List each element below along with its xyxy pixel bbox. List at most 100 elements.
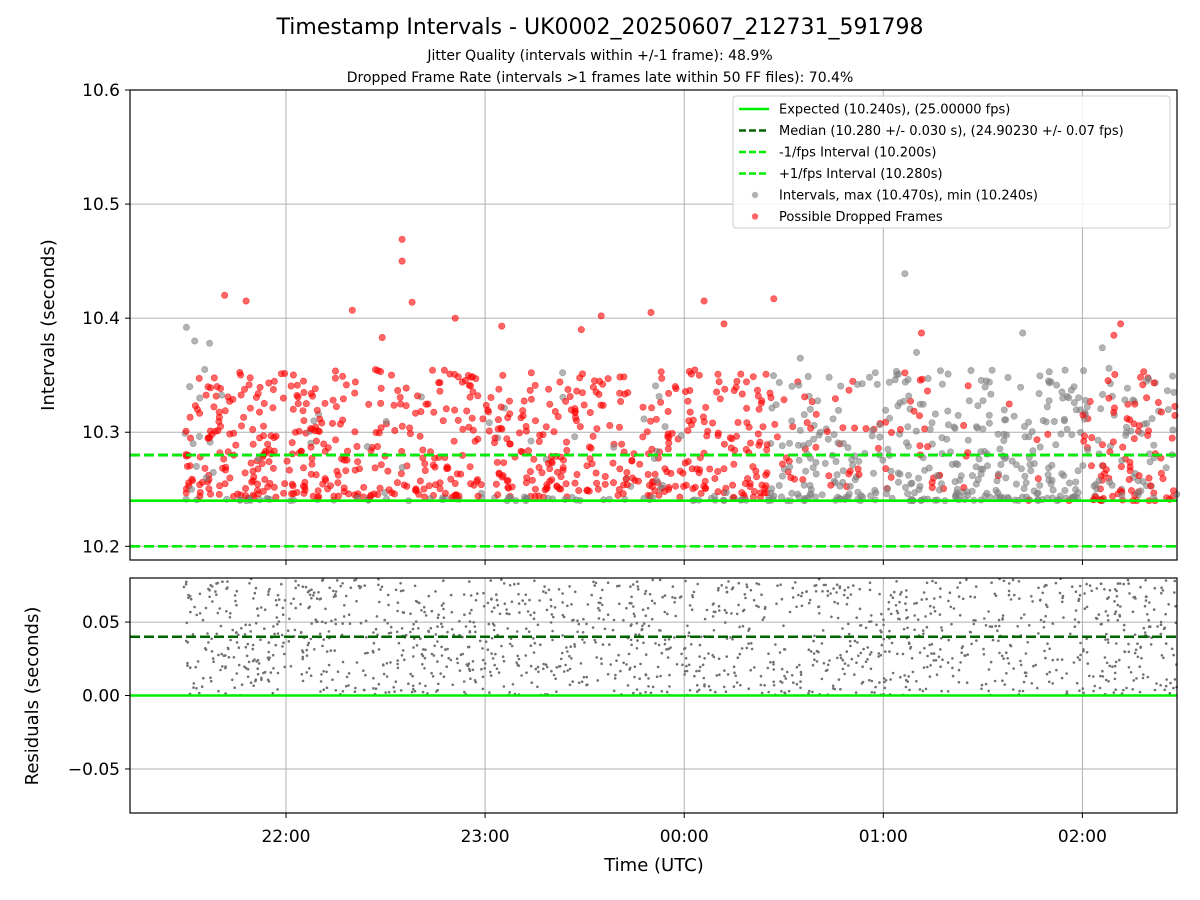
residual-point [215, 582, 218, 585]
interval-point [653, 477, 661, 485]
residual-point [468, 669, 472, 672]
residual-point [571, 619, 574, 622]
dropped-frame-point [520, 397, 528, 405]
dropped-frame-point [734, 418, 742, 426]
residual-point [1107, 680, 1110, 683]
residual-point [321, 578, 325, 581]
residual-point [336, 670, 340, 673]
interval-point [818, 491, 826, 499]
residual-point [534, 667, 538, 671]
interval-point [527, 437, 535, 445]
residual-point [820, 677, 824, 681]
residual-point [1132, 596, 1135, 599]
dropped-frame-point [311, 385, 319, 393]
dropped-frame-point [428, 366, 436, 374]
residual-point [435, 690, 438, 693]
dropped-frame-point [247, 459, 255, 467]
residual-point [198, 612, 202, 615]
residual-point [474, 630, 477, 634]
interval-point [777, 493, 785, 501]
dropped-frame-point [720, 440, 728, 448]
dropped-frame-point [609, 459, 617, 467]
residual-point [868, 678, 871, 682]
dropped-frame-point [964, 382, 972, 390]
residual-point [779, 680, 782, 683]
residual-point [961, 597, 965, 601]
residual-point [858, 607, 862, 611]
residual-point [269, 671, 273, 674]
residual-point [281, 613, 285, 616]
residual-point [868, 581, 872, 584]
residual-point [887, 607, 890, 611]
residual-point [423, 610, 426, 614]
residual-point [442, 675, 446, 678]
residual-point [1045, 584, 1048, 587]
interval-point [855, 457, 863, 465]
interval-point [1053, 381, 1061, 389]
residual-point [1118, 658, 1121, 662]
residual-point [532, 651, 536, 654]
residual-point [527, 630, 531, 633]
residual-point [423, 667, 426, 670]
residual-point [1132, 679, 1136, 682]
interval-point [1074, 489, 1082, 497]
residual-point [837, 678, 841, 681]
residual-point [718, 673, 721, 676]
residual-point [481, 647, 484, 650]
residual-point [309, 637, 313, 641]
residual-point [294, 606, 298, 610]
residual-point [267, 641, 271, 644]
residual-point [492, 606, 496, 609]
dropped-frame-point [702, 403, 710, 411]
dropped-frame-point [343, 447, 351, 455]
residual-point [723, 608, 727, 612]
interval-point [876, 433, 884, 441]
interval-point [996, 445, 1004, 453]
dropped-frame-point [652, 415, 660, 423]
interval-point [980, 447, 988, 455]
residual-point [1139, 585, 1142, 589]
residual-point [656, 665, 660, 669]
residual-point [1144, 599, 1148, 602]
residual-point [993, 592, 997, 596]
residual-point [402, 589, 405, 592]
residual-point [524, 654, 528, 657]
residual-point [308, 667, 311, 670]
dropped-frame-point [960, 421, 968, 429]
residual-point [305, 648, 309, 652]
residual-point [675, 663, 679, 666]
residual-point [800, 594, 803, 598]
residual-point [965, 578, 968, 581]
residual-point [255, 607, 259, 611]
residual-point [500, 578, 503, 581]
dropped-frame-point [1111, 370, 1119, 378]
dropped-frame-point [497, 403, 505, 411]
dropped-frame-point [377, 399, 385, 407]
residual-point [866, 658, 869, 661]
interval-point [788, 489, 796, 497]
residual-point [738, 625, 741, 629]
residual-point [1104, 638, 1107, 641]
dropped-frame-point [571, 479, 579, 487]
residual-point [335, 579, 339, 582]
interval-point [912, 348, 920, 356]
residual-point [935, 673, 939, 676]
residual-point [897, 617, 900, 621]
residual-point [1113, 671, 1117, 675]
dropped-frame-point [750, 488, 758, 496]
residual-point [877, 652, 881, 655]
residual-point [1085, 582, 1088, 586]
dropped-frame-point [762, 482, 770, 490]
interval-point [944, 407, 952, 415]
residual-point [899, 593, 902, 596]
residual-point [625, 606, 628, 610]
residual-point [247, 660, 251, 664]
dropped-frame-point [680, 482, 688, 490]
interval-point [997, 460, 1005, 468]
residual-point [517, 582, 520, 585]
interval-point [1056, 492, 1064, 500]
residual-point [606, 613, 610, 616]
residual-point [245, 654, 249, 658]
residual-point [997, 639, 1000, 643]
residual-point [1007, 593, 1011, 597]
